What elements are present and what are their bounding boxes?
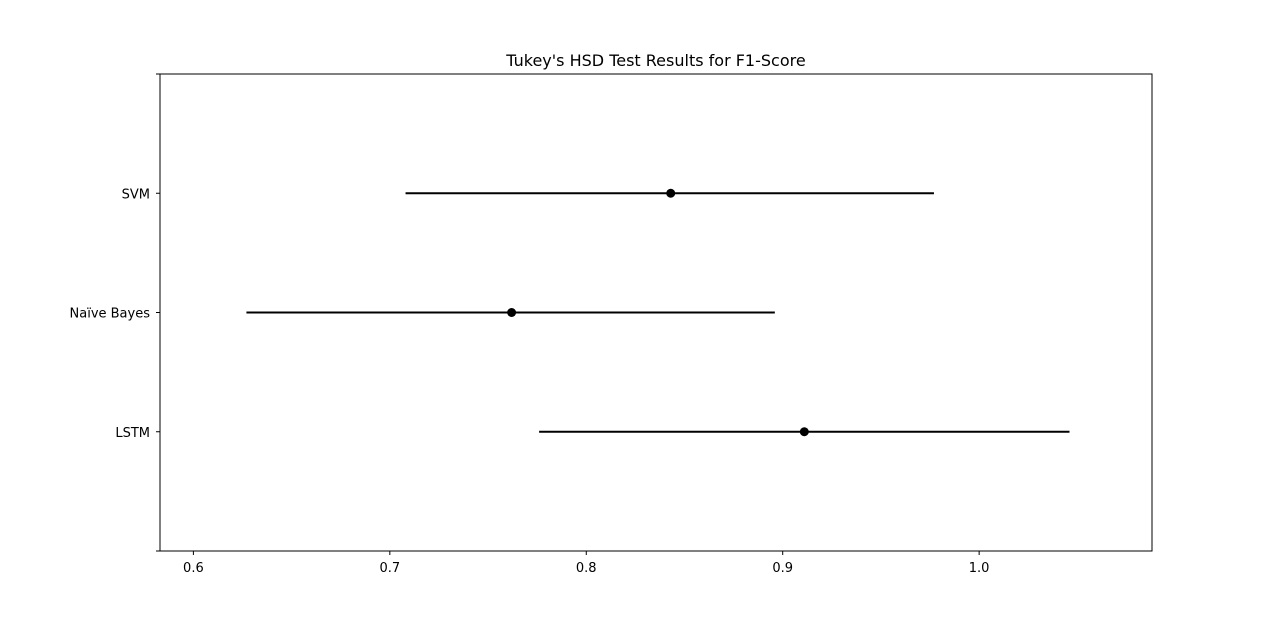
y-tick-label: SVM [122, 187, 150, 202]
x-tick-label: 0.7 [379, 561, 400, 576]
y-axis: SVM Naïve Bayes LSTM [70, 73, 160, 552]
data-marks [246, 188, 1070, 437]
chart-title: Tukey's HSD Test Results for F1-Score [505, 51, 805, 70]
mean-point [507, 308, 517, 317]
y-tick-label: Naïve Bayes [70, 307, 151, 322]
mean-point [799, 427, 809, 437]
x-tick-label: 0.8 [576, 561, 597, 576]
x-tick-label: 1.0 [969, 561, 990, 576]
y-tick-label: LSTM [115, 426, 150, 441]
mean-point [666, 188, 676, 198]
x-tick-label: 0.6 [183, 561, 204, 576]
x-axis: 0.6 0.7 0.8 0.9 1.0 [183, 551, 989, 576]
x-tick-label: 0.9 [772, 561, 793, 576]
